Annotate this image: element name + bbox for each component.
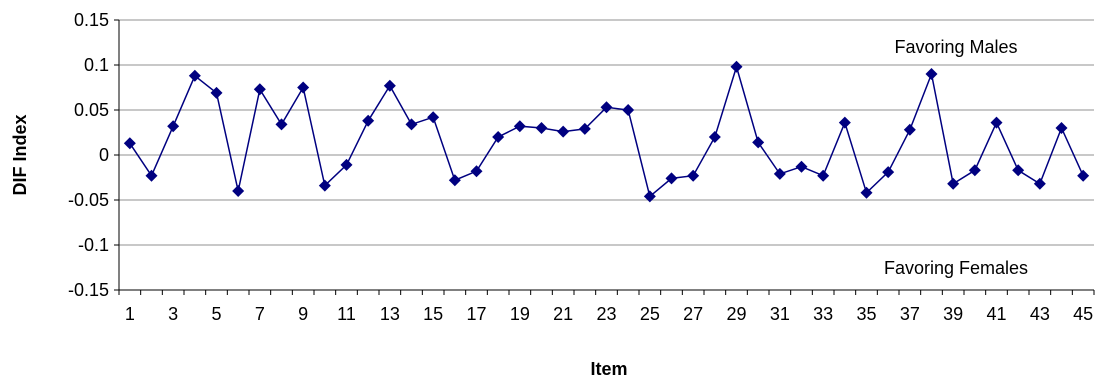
- data-point: [968, 164, 981, 177]
- x-tick-label: 41: [986, 304, 1006, 324]
- y-tick-label: 0: [99, 145, 109, 165]
- data-point: [665, 172, 678, 185]
- data-point: [340, 158, 353, 171]
- data-point: [903, 123, 916, 136]
- data-point: [492, 131, 505, 143]
- data-point: [210, 86, 223, 99]
- x-tick-label: 13: [380, 304, 400, 324]
- data-point: [687, 169, 700, 182]
- data-point: [622, 104, 635, 116]
- data-point: [795, 160, 808, 173]
- series-line: [129, 64, 1084, 198]
- x-tick-label: 39: [943, 304, 963, 324]
- x-tick-label: 25: [640, 304, 660, 324]
- y-axis-ticks: 0.15 0.1 0.05 0 -0.05 -0.1 -0.15: [68, 10, 119, 300]
- data-point: [318, 179, 331, 192]
- data-point: [838, 116, 851, 129]
- data-point: [1055, 122, 1068, 134]
- data-point: [297, 81, 310, 94]
- data-point: [145, 169, 158, 182]
- data-point: [730, 60, 743, 73]
- x-tick-label: 45: [1073, 304, 1093, 324]
- data-point: [817, 169, 830, 182]
- data-point: [362, 114, 375, 127]
- x-tick-label: 33: [813, 304, 833, 324]
- y-tick-label: 0.1: [84, 55, 109, 75]
- data-point: [383, 79, 396, 92]
- data-point: [470, 165, 483, 178]
- x-tick-label: 5: [211, 304, 221, 324]
- data-point: [643, 190, 656, 203]
- data-point: [557, 125, 570, 138]
- x-tick-label: 7: [255, 304, 265, 324]
- x-tick-label: 43: [1030, 304, 1050, 324]
- y-tick-label: -0.15: [68, 280, 109, 300]
- x-tick-label: 17: [466, 304, 486, 324]
- data-point: [167, 120, 180, 133]
- data-point: [253, 83, 266, 96]
- data-point: [535, 122, 548, 134]
- favoring-males-annotation: Favoring Males: [894, 37, 1017, 57]
- x-tick-label: 23: [596, 304, 616, 324]
- x-tick-label: 11: [337, 304, 356, 324]
- x-tick-label: 19: [510, 304, 530, 324]
- data-point: [123, 137, 136, 150]
- data-point: [773, 167, 786, 180]
- x-tick-label: 3: [168, 304, 178, 324]
- x-axis-ticks: 1 3 5 7 9 11 13 15 17 19 21 23 25 27 29 31 33 35 37 39 41 43 4…: [118, 290, 1095, 324]
- data-point: [708, 131, 721, 143]
- data-point: [925, 68, 938, 80]
- x-tick-label: 1: [125, 304, 135, 324]
- x-tick-label: 9: [298, 304, 308, 324]
- data-point: [990, 116, 1003, 129]
- y-tick-label: 0.05: [74, 100, 109, 120]
- data-point: [600, 101, 613, 114]
- data-point: [513, 120, 526, 133]
- data-point: [427, 111, 440, 124]
- y-tick-label: -0.05: [68, 190, 109, 210]
- y-tick-label: -0.1: [78, 235, 109, 255]
- data-point: [1012, 164, 1025, 177]
- x-tick-label: 27: [683, 304, 703, 324]
- data-point: [448, 174, 461, 187]
- x-tick-label: 37: [900, 304, 920, 324]
- data-point: [405, 118, 418, 131]
- data-point: [752, 136, 765, 149]
- x-tick-label: 29: [726, 304, 746, 324]
- data-point: [188, 69, 201, 82]
- x-tick-label: 15: [423, 304, 443, 324]
- x-tick-label: 35: [856, 304, 876, 324]
- y-tick-label: 0.15: [74, 10, 109, 30]
- data-point: [882, 166, 895, 179]
- data-point: [275, 118, 288, 131]
- data-point: [947, 177, 960, 190]
- x-tick-label: 21: [553, 304, 573, 324]
- data-point: [1033, 177, 1046, 190]
- x-tick-label: 31: [770, 304, 790, 324]
- data-point: [232, 185, 245, 197]
- dif-series: [123, 60, 1090, 203]
- favoring-females-annotation: Favoring Females: [884, 258, 1028, 278]
- data-point: [578, 122, 591, 135]
- y-axis-title: DIF Index: [10, 114, 30, 195]
- data-point: [860, 186, 873, 199]
- x-axis-title: Item: [590, 359, 627, 379]
- data-point: [1077, 169, 1090, 182]
